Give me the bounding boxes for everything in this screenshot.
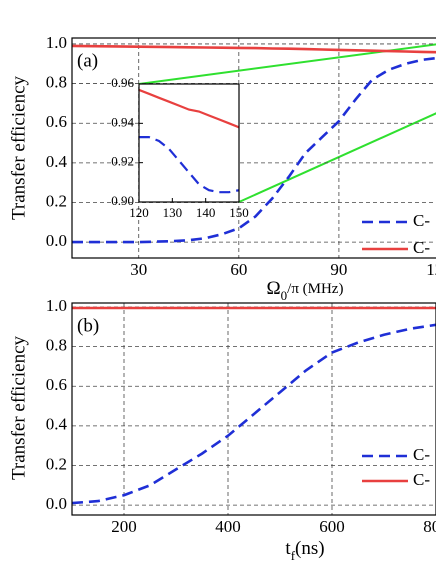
x-axis-label-part: t xyxy=(285,538,291,559)
x-axis-label-part: Ω xyxy=(267,278,281,299)
series-line xyxy=(72,323,436,505)
x-axis-label: Ω0/π (MHz) xyxy=(267,278,344,303)
y-axis-label: Transfer efficiency xyxy=(8,335,29,480)
x-tick-label: 130 xyxy=(163,205,183,220)
x-tick-label: 120 xyxy=(129,205,149,220)
panel-label: (a) xyxy=(77,50,98,71)
x-axis-label-part: (ns) xyxy=(295,538,325,559)
y-axis-label: Transfer efficiency xyxy=(8,75,29,220)
series-line xyxy=(139,136,239,194)
x-tick-label: 120 xyxy=(426,260,436,279)
series-line xyxy=(72,56,436,244)
x-tick-label: 90 xyxy=(330,260,347,279)
y-tick-label: 0.92 xyxy=(111,154,134,169)
y-tick-label: 0.96 xyxy=(111,75,134,90)
y-tick-label: 0.4 xyxy=(46,152,68,171)
y-tick-label: 0.0 xyxy=(46,494,67,513)
x-tick-label: 140 xyxy=(196,205,216,220)
y-tick-label: 0.4 xyxy=(46,415,68,434)
x-axis-label-part: 0 xyxy=(281,288,288,303)
x-axis-label-part: /π (MHz) xyxy=(287,281,343,297)
x-tick-label: 30 xyxy=(130,260,147,279)
y-tick-label: 0.0 xyxy=(46,231,67,250)
inset-background xyxy=(139,84,239,202)
zoom-line xyxy=(238,112,436,203)
x-tick-label: 400 xyxy=(215,517,241,536)
x-tick-label: 200 xyxy=(111,517,137,536)
plot-frame xyxy=(71,37,436,259)
panel-label: (b) xyxy=(77,315,99,336)
y-tick-label: 1.0 xyxy=(46,33,67,52)
y-tick-label: 0.94 xyxy=(111,114,134,129)
y-tick-label: 1.0 xyxy=(46,296,67,315)
y-tick-label: 0.6 xyxy=(46,375,67,394)
series-line xyxy=(72,44,436,54)
legend-label: C- xyxy=(413,238,430,257)
legend-label: C- xyxy=(413,211,430,230)
x-axis-label-part: f xyxy=(291,548,296,563)
legend-label: C- xyxy=(413,470,430,489)
plot-frame xyxy=(138,83,240,203)
x-tick-label: 60 xyxy=(230,260,247,279)
y-tick-label: 0.90 xyxy=(111,193,134,208)
x-tick-label: 800 xyxy=(423,517,436,536)
x-tick-label: 600 xyxy=(319,517,345,536)
series-line xyxy=(139,88,239,129)
x-axis-label: tf(ns) xyxy=(285,538,324,563)
plot-frame xyxy=(71,302,436,516)
y-tick-label: 0.2 xyxy=(46,454,67,473)
y-tick-label: 0.6 xyxy=(46,112,67,131)
x-tick-label: 150 xyxy=(229,205,249,220)
y-tick-label: 0.8 xyxy=(46,72,67,91)
legend-label: C- xyxy=(413,445,430,464)
y-tick-label: 0.8 xyxy=(46,335,67,354)
y-tick-label: 0.2 xyxy=(46,191,67,210)
